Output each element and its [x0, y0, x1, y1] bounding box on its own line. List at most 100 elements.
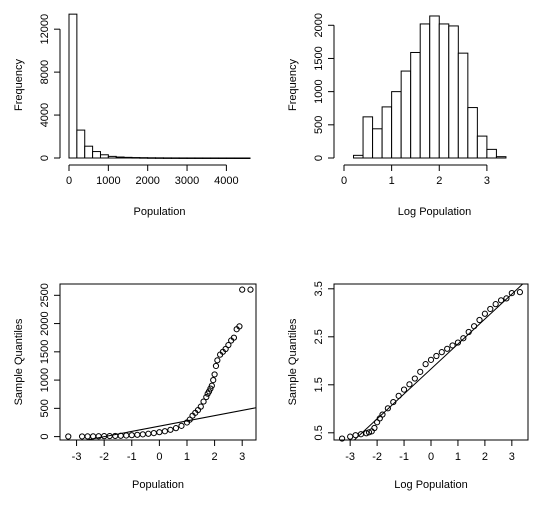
qq-point — [78, 433, 86, 440]
x-tick-label: 1000 — [96, 175, 120, 187]
qq-reference-line — [353, 284, 524, 440]
histogram-bar — [400, 70, 412, 159]
qq-point — [123, 432, 130, 439]
qq-point — [200, 398, 207, 405]
qq-point — [497, 297, 505, 304]
y-axis-title: Frequency — [13, 59, 25, 111]
histogram-bar — [210, 157, 220, 159]
x-tick-label: 2 — [482, 451, 488, 463]
qq-point — [503, 295, 510, 302]
histogram-bar — [147, 157, 157, 159]
y-tick-label: 8000 — [39, 60, 51, 84]
qq-point — [438, 349, 445, 356]
qq-point — [197, 403, 204, 410]
x-tick-label: -2 — [372, 451, 382, 463]
y-tick-label: 500 — [39, 399, 51, 417]
qq-point — [208, 382, 215, 389]
qq-point — [449, 342, 456, 349]
x-tick-label: 3 — [509, 451, 515, 463]
x-axis-title: Log Population — [394, 479, 467, 491]
histogram-bar — [178, 157, 188, 159]
qq-point — [134, 431, 141, 438]
x-tick-label: 3 — [239, 451, 245, 463]
histogram-bar — [170, 157, 180, 159]
y-tick-label: 1000 — [313, 79, 325, 103]
y-axis-title: Sample Quantiles — [287, 318, 299, 405]
y-tick-label: 0 — [313, 155, 325, 161]
histogram-bar — [162, 157, 172, 159]
histogram-bar — [107, 155, 117, 159]
qq-point — [444, 345, 451, 352]
y-tick-label: 500 — [313, 116, 325, 134]
y-tick-label: 1000 — [39, 368, 51, 392]
qq-point — [417, 368, 424, 375]
qq-point — [352, 432, 359, 439]
qq-point — [363, 430, 370, 437]
qq-point — [460, 335, 467, 342]
y-tick-label: 1.5 — [313, 377, 325, 392]
qq-point — [230, 334, 238, 341]
x-tick-label: -2 — [99, 451, 109, 463]
qq-point — [411, 375, 418, 382]
histogram-bar — [186, 157, 196, 159]
qq-point — [433, 352, 440, 360]
qq-point — [210, 376, 217, 384]
qq-point — [508, 290, 515, 297]
qq-point — [465, 328, 472, 336]
y-tick-label: 4000 — [39, 103, 51, 127]
y-axis-title: Frequency — [287, 59, 299, 111]
qq-point — [84, 433, 91, 440]
histogram-bar — [115, 156, 125, 159]
histogram-bar — [155, 157, 164, 159]
histogram-bar — [438, 23, 450, 159]
y-tick-label: 0 — [39, 155, 51, 161]
qq-point — [203, 393, 210, 401]
x-tick-label: -1 — [399, 451, 409, 463]
histogram-bar — [410, 51, 421, 159]
qq-point — [516, 289, 524, 296]
plot-frame — [59, 283, 257, 441]
histogram-bar — [202, 157, 212, 159]
histogram-bar — [476, 135, 488, 159]
x-axis-title: Population — [134, 206, 186, 218]
x-tick-label: 3 — [484, 175, 490, 187]
histogram-bar — [68, 13, 78, 159]
histogram-bar — [76, 129, 86, 159]
histogram-population-panel: 0 1000 2000 3000 4000 0 4000 8000 12000 Populatio… — [13, 13, 251, 218]
qq-point — [347, 433, 354, 440]
histogram-bar — [233, 157, 243, 159]
qq-point — [65, 433, 72, 440]
qq-point — [128, 432, 135, 439]
x-tick-label: 2 — [212, 451, 218, 463]
histogram-bar — [467, 107, 478, 159]
qq-point — [492, 301, 499, 308]
y-tick-label: 2500 — [39, 283, 51, 307]
qq-point — [225, 341, 232, 349]
y-tick-label: 1500 — [313, 46, 325, 70]
qq-point — [379, 411, 386, 418]
qq-point — [365, 429, 373, 436]
histogram-bar — [495, 156, 507, 159]
qq-log-population-panel: -3 -2 -1 0 1 2 3 0.5 1.5 2.5 3.5 Log Population Samp… — [287, 281, 529, 491]
histogram-bar — [419, 23, 431, 159]
qq-reference-line — [83, 407, 256, 440]
qq-point — [400, 386, 408, 393]
histogram-bar — [131, 157, 141, 159]
qq-point — [371, 424, 378, 432]
qq-point — [139, 431, 146, 438]
y-tick-label: 12000 — [39, 14, 51, 45]
x-tick-label: -3 — [345, 451, 355, 463]
x-axis-title: Log Population — [398, 206, 471, 218]
histogram-bar — [99, 154, 109, 159]
histogram-bar — [139, 157, 149, 159]
qq-point — [454, 339, 462, 346]
qq-point — [406, 381, 413, 388]
histogram-bar — [448, 25, 459, 159]
x-tick-label: 0 — [66, 175, 72, 187]
y-tick-label: 3.5 — [313, 281, 325, 296]
x-tick-label: 1 — [184, 451, 190, 463]
y-tick-label: 1500 — [39, 340, 51, 364]
histogram-bar — [429, 15, 440, 159]
histogram-bar — [381, 106, 393, 159]
qq-point — [422, 361, 429, 368]
